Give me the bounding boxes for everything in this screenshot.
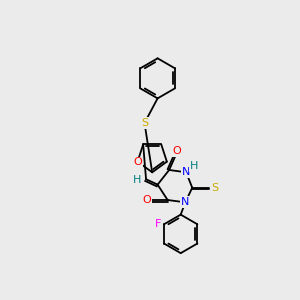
Text: S: S — [141, 118, 148, 128]
Text: O: O — [172, 146, 181, 156]
Text: H: H — [133, 175, 141, 185]
Text: N: N — [182, 167, 190, 177]
Text: O: O — [133, 158, 142, 167]
Text: S: S — [211, 183, 218, 193]
Text: N: N — [181, 197, 190, 207]
Text: F: F — [155, 219, 161, 229]
Text: H: H — [190, 161, 199, 171]
Text: O: O — [142, 195, 151, 205]
